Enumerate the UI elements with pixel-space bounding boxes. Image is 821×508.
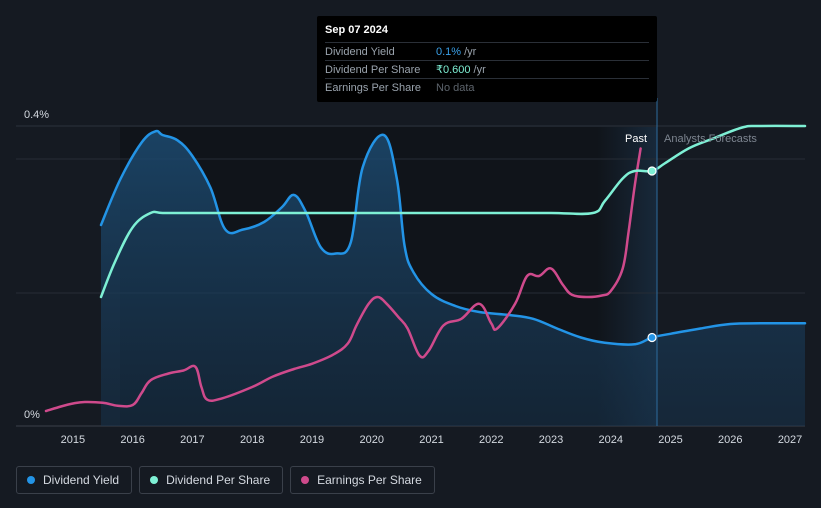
analysts-forecasts-label: Analysts Forecasts [664, 133, 757, 145]
dividend-yield-line[interactable] [99, 129, 807, 346]
legend-item-earnings-per-share[interactable]: Earnings Per Share [290, 466, 435, 494]
legend-dot-icon [301, 476, 310, 484]
x-tick-label: 2024 [599, 434, 623, 446]
tooltip-label: Earnings Per Share [325, 81, 421, 94]
legend-label: Dividend Per Share [166, 473, 271, 487]
x-tick-label: 2021 [419, 434, 443, 446]
dividend-yield-marker [647, 332, 657, 343]
tooltip-unit: /yr [464, 45, 477, 58]
x-tick-label: 2026 [718, 434, 742, 446]
x-tick-label: 2017 [180, 434, 204, 446]
legend-item-dividend-per-share[interactable]: Dividend Per Share [139, 466, 284, 494]
x-tick-label: 2022 [479, 434, 503, 446]
x-tick-label: 2016 [120, 434, 144, 446]
x-tick-label: 2019 [300, 434, 324, 446]
x-tick-label: 2015 [61, 434, 85, 446]
dividend-per-share-line[interactable] [99, 124, 807, 299]
legend: Dividend Yield Dividend Per Share Earnin… [16, 466, 435, 494]
legend-item-dividend-yield[interactable]: Dividend Yield [16, 466, 133, 494]
legend-dot-icon [150, 476, 159, 484]
dividend-per-share-marker [647, 166, 657, 176]
earnings-per-share-line[interactable] [44, 147, 642, 413]
tooltip-row-dividend-yield: Dividend Yield 0.1% /yr [325, 42, 649, 60]
past-label: Past [625, 133, 647, 145]
tooltip-value: ₹0.600 [436, 64, 471, 76]
tooltip-row-dividend-per-share: Dividend Per Share ₹0.600 /yr [325, 60, 649, 78]
legend-dot-icon [27, 476, 35, 484]
x-tick-label: 2025 [658, 434, 682, 446]
x-tick-label: 2018 [240, 434, 264, 446]
dividend-yield-area [101, 130, 805, 427]
legend-label: Earnings Per Share [317, 473, 422, 487]
tooltip-value: 0.1% [436, 45, 462, 58]
x-tick-label: 2020 [359, 434, 383, 446]
tooltip-row-earnings-per-share: Earnings Per Share No data [325, 78, 649, 96]
tooltip-label: Dividend Yield [325, 45, 395, 58]
y-axis-bottom-label: 0% [24, 409, 40, 421]
tooltip-unit: /yr [473, 63, 486, 76]
tooltip: Sep 07 2024 Dividend Yield 0.1% /yr Divi… [317, 16, 657, 102]
tooltip-date: Sep 07 2024 [325, 24, 388, 36]
tooltip-label: Dividend Per Share [325, 63, 421, 76]
y-axis-top-label: 0.4% [24, 109, 49, 121]
tooltip-value: No data [436, 81, 475, 94]
legend-label: Dividend Yield [43, 473, 120, 487]
x-tick-label: 2023 [539, 434, 563, 446]
x-tick-label: 2027 [778, 434, 802, 446]
